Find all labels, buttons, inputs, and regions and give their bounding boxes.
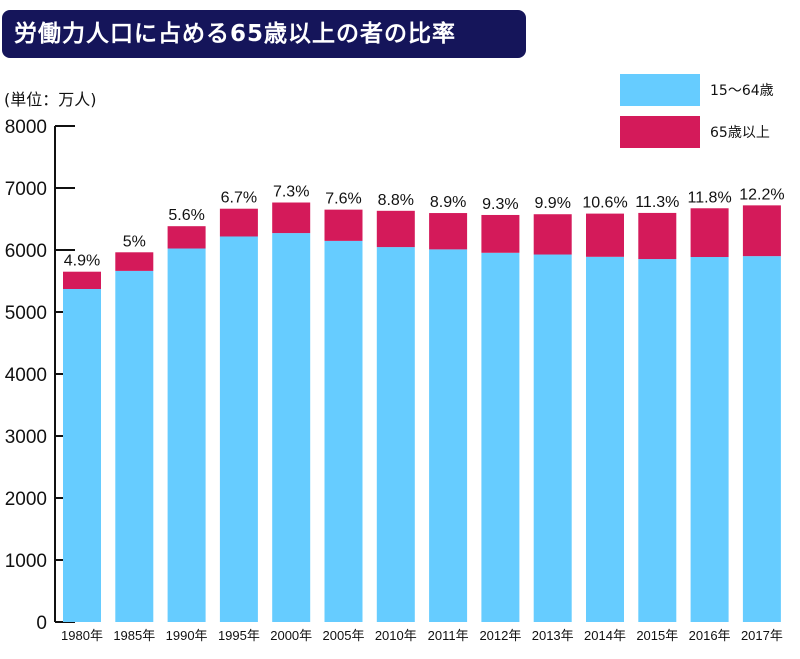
x-tick-label: 2010年	[375, 628, 417, 643]
x-tick-label: 1980年	[61, 628, 103, 643]
y-axis-unit-label: (単位：万人)	[4, 90, 97, 109]
bar-65-plus	[481, 214, 520, 253]
bar-15-64	[219, 236, 258, 622]
data-label: 7.6%	[325, 191, 361, 208]
y-tick-label: 7000	[5, 179, 47, 200]
legend-swatch-65-plus	[620, 116, 700, 148]
legend-item-65-plus: 65歳以上	[620, 116, 774, 148]
data-label: 10.6%	[582, 195, 627, 212]
data-label: 4.9%	[64, 253, 100, 270]
legend-swatch-15-64	[620, 74, 700, 106]
data-label: 9.3%	[482, 196, 518, 213]
y-tick-label: 8000	[5, 117, 47, 138]
bar-65-plus	[376, 210, 415, 248]
x-tick-label: 2012年	[479, 628, 521, 643]
bar-65-plus	[586, 213, 624, 257]
bar-15-64	[167, 248, 206, 622]
data-label: 12.2%	[739, 186, 784, 203]
data-label: 11.8%	[688, 189, 732, 206]
chart-title: 労働力人口に占める65歳以上の者の比率	[2, 10, 526, 58]
bar-15-64	[533, 254, 572, 622]
data-label: 9.9%	[534, 195, 570, 212]
bar-15-64	[481, 252, 520, 623]
legend: 15〜64歳 65歳以上	[620, 74, 774, 158]
data-label: 8.9%	[430, 194, 466, 211]
x-tick-label: 2011年	[428, 628, 469, 643]
bar-65-plus	[63, 271, 101, 289]
x-tick-label: 1985年	[113, 628, 155, 643]
bar-15-64	[63, 288, 101, 622]
legend-label-65-plus: 65歳以上	[710, 125, 770, 141]
data-label: 7.3%	[273, 184, 309, 201]
y-tick-label: 3000	[5, 427, 47, 448]
bar-15-64	[586, 256, 624, 622]
bar-15-64	[742, 256, 781, 622]
data-label: 8.8%	[378, 192, 414, 209]
bar-65-plus	[742, 205, 781, 257]
y-tick-label: 2000	[5, 489, 47, 510]
bar-65-plus	[115, 252, 154, 271]
bar-65-plus	[167, 226, 206, 249]
bar-15-64	[429, 249, 468, 622]
legend-item-15-64: 15〜64歳	[620, 74, 774, 106]
legend-label-15-64: 15〜64歳	[710, 83, 774, 99]
bar-65-plus	[533, 214, 572, 255]
y-tick-label: 4000	[5, 365, 47, 386]
bar-65-plus	[219, 208, 258, 237]
x-tick-label: 2005年	[323, 628, 365, 643]
bar-65-plus	[272, 202, 311, 234]
data-label: 11.3%	[635, 194, 679, 211]
y-tick-label: 0	[36, 613, 47, 634]
x-tick-label: 2015年	[636, 628, 678, 643]
x-tick-label: 2000年	[270, 628, 312, 643]
y-tick-label: 5000	[5, 303, 47, 324]
bar-15-64	[690, 257, 729, 622]
x-tick-label: 2016年	[689, 628, 731, 643]
y-tick-label: 1000	[5, 551, 47, 572]
bar-65-plus	[324, 209, 363, 241]
bar-15-64	[115, 270, 154, 622]
bar-65-plus	[690, 208, 729, 258]
bar-15-64	[376, 247, 415, 622]
bar-15-64	[638, 259, 677, 622]
data-label: 5%	[123, 233, 146, 250]
bar-65-plus	[429, 213, 468, 250]
bar-15-64	[324, 240, 363, 623]
data-label: 6.7%	[221, 190, 257, 207]
data-label: 5.6%	[168, 207, 204, 224]
y-tick-label: 6000	[5, 241, 47, 262]
x-tick-label: 2014年	[584, 628, 626, 643]
x-tick-label: 2013年	[532, 628, 574, 643]
x-tick-label: 1995年	[218, 628, 260, 643]
bar-65-plus	[638, 212, 677, 260]
x-tick-label: 2017年	[741, 628, 783, 643]
bar-15-64	[272, 233, 311, 622]
x-tick-label: 1990年	[166, 628, 208, 643]
